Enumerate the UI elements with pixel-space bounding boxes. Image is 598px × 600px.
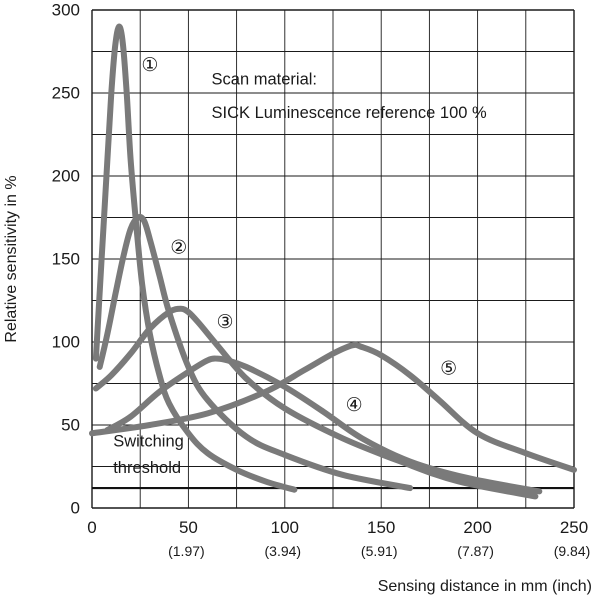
curve-label-3: ③ (217, 311, 234, 333)
x-tick-label: 150 (367, 518, 395, 537)
x-subtick-label: (3.94) (265, 543, 302, 559)
curve-2 (96, 213, 414, 492)
y-tick-label: 200 (52, 167, 80, 186)
annotation-line-2: SICK Luminescence reference 100 % (212, 104, 487, 122)
curve-label-2: ② (170, 236, 187, 258)
x-tick-label: 100 (271, 518, 299, 537)
curve-label-1: ① (141, 54, 158, 76)
x-subtick-label: (5.91) (361, 543, 398, 559)
annotation-line-1: Scan material: (212, 71, 317, 89)
curve-3 (92, 305, 539, 500)
curve-label-5: ⑤ (440, 358, 457, 380)
y-tick-label: 150 (52, 250, 80, 269)
y-tick-label: 250 (52, 84, 80, 103)
curve-5 (89, 341, 577, 473)
x-subtick-label: (1.97) (168, 543, 205, 559)
x-axis-title: Sensing distance in mm (inch) (378, 578, 592, 595)
y-tick-label: 50 (61, 416, 80, 435)
curve-label-4: ④ (346, 394, 363, 416)
y-axis-title: Relative sensitivity in % (3, 175, 20, 342)
curves (89, 23, 577, 500)
x-subtick-label: (7.87) (457, 543, 494, 559)
x-subtick-label: (9.84) (554, 543, 591, 559)
x-tick-label: 50 (179, 518, 198, 537)
threshold-label-line-2: threshold (113, 459, 181, 477)
x-tick-label: 200 (463, 518, 491, 537)
labels: Scan material: SICK Luminescence referen… (3, 54, 592, 595)
curve-4 (104, 355, 543, 495)
y-tick-label: 0 (71, 499, 80, 518)
x-tick-label: 250 (560, 518, 588, 537)
x-tick-label: 0 (87, 518, 96, 537)
curve-1 (92, 23, 298, 493)
y-tick-label: 100 (52, 333, 80, 352)
grid (91, 9, 575, 509)
y-tick-label: 300 (52, 1, 80, 20)
threshold-label-line-1: Switching (113, 433, 184, 451)
ticks: 0 50 100 150 200 250 (1.97) (3.94) (5.91) (7.87) (… (52, 1, 591, 560)
